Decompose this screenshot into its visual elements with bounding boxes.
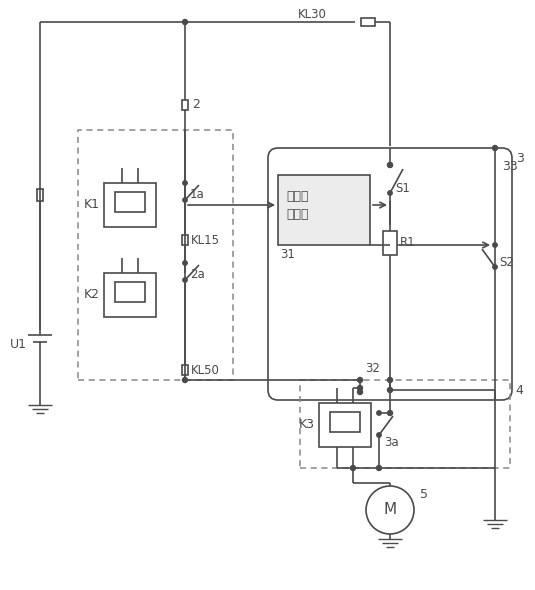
Bar	[182, 100, 188, 110]
Text: S2: S2	[499, 255, 514, 268]
Text: 5: 5	[420, 489, 428, 502]
Text: 1a: 1a	[190, 188, 205, 202]
Circle shape	[387, 162, 393, 168]
Bar	[78, 130, 233, 380]
Circle shape	[357, 378, 363, 382]
Bar	[115, 282, 145, 302]
Text: KL15: KL15	[191, 234, 220, 247]
Circle shape	[377, 466, 381, 470]
Circle shape	[357, 389, 363, 395]
Circle shape	[182, 19, 187, 25]
Bar	[278, 175, 370, 245]
Circle shape	[182, 378, 187, 382]
Text: K2: K2	[84, 289, 100, 301]
Text: K1: K1	[84, 198, 100, 211]
Text: S1: S1	[395, 182, 410, 195]
Text: 开关控: 开关控	[286, 191, 309, 204]
Circle shape	[377, 433, 381, 437]
Bar	[319, 403, 371, 447]
Text: R1: R1	[400, 237, 416, 250]
Circle shape	[357, 385, 363, 391]
Bar	[182, 235, 188, 245]
Text: 4: 4	[515, 384, 523, 396]
Text: KL50: KL50	[191, 363, 220, 376]
Circle shape	[387, 378, 393, 382]
Bar	[115, 192, 145, 212]
Circle shape	[183, 198, 187, 202]
Circle shape	[387, 411, 393, 415]
Circle shape	[350, 466, 355, 470]
Bar	[104, 273, 156, 317]
Text: 3: 3	[516, 152, 524, 165]
Bar	[182, 365, 188, 375]
Text: KL30: KL30	[298, 8, 327, 21]
Text: 制电路: 制电路	[286, 208, 309, 221]
Text: 2: 2	[192, 99, 200, 112]
Bar	[37, 189, 43, 201]
Text: M: M	[384, 503, 396, 517]
Text: U1: U1	[10, 339, 27, 352]
Text: K3: K3	[299, 418, 315, 431]
Circle shape	[183, 181, 187, 185]
Text: 31: 31	[280, 248, 295, 261]
Bar	[330, 412, 360, 432]
Bar	[361, 18, 375, 26]
Circle shape	[388, 191, 392, 195]
Circle shape	[493, 265, 497, 269]
Bar	[300, 380, 510, 468]
Bar	[104, 183, 156, 227]
Circle shape	[388, 163, 392, 167]
Circle shape	[493, 146, 498, 150]
Circle shape	[493, 243, 497, 247]
Text: 32: 32	[365, 362, 380, 375]
Bar	[383, 231, 397, 255]
Text: 2a: 2a	[190, 268, 205, 281]
Circle shape	[387, 388, 393, 392]
Circle shape	[183, 278, 187, 282]
Circle shape	[183, 261, 187, 265]
Circle shape	[377, 411, 381, 415]
Text: 3a: 3a	[384, 437, 399, 450]
Text: 33: 33	[502, 159, 518, 172]
